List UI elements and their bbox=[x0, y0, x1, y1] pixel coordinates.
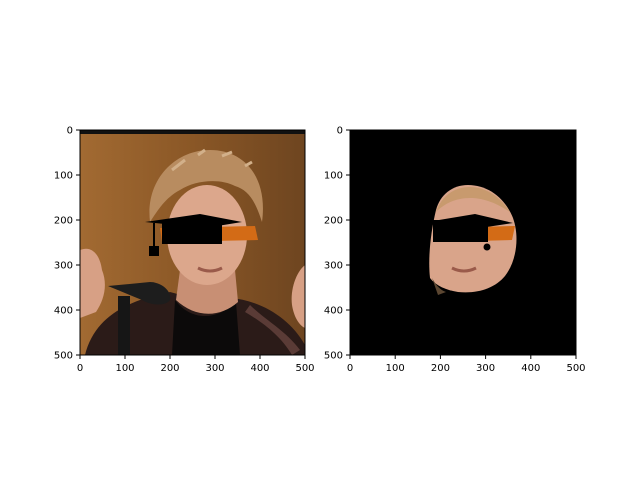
left-y-tick-label: 0 bbox=[67, 126, 73, 137]
right-y-tick-label: 200 bbox=[324, 216, 343, 227]
right-hand bbox=[291, 265, 305, 328]
right-y-tick-label: 400 bbox=[324, 306, 343, 317]
left-x-tick-label: 100 bbox=[115, 363, 134, 374]
cap-tassel bbox=[153, 223, 155, 248]
left-y-tick-label: 400 bbox=[54, 306, 73, 317]
left-y-tick-label: 200 bbox=[54, 216, 73, 227]
left-x-tick-label: 200 bbox=[160, 363, 179, 374]
masked-dot bbox=[483, 243, 491, 251]
right-y-tick-label: 500 bbox=[324, 351, 343, 362]
mouth bbox=[197, 266, 223, 273]
right-axes-frame bbox=[349, 129, 577, 356]
cap-tassel-end bbox=[149, 246, 159, 256]
right-x-tick-label: 400 bbox=[521, 363, 540, 374]
black-top bbox=[172, 300, 240, 355]
left-axes-frame bbox=[79, 129, 306, 356]
left-y-tick-label: 100 bbox=[54, 171, 73, 182]
right-x-tick-label: 100 bbox=[386, 363, 405, 374]
left-x-tick-label: 500 bbox=[295, 363, 314, 374]
mic-stand bbox=[118, 296, 130, 355]
left-x-tick-label: 0 bbox=[77, 363, 83, 374]
microphone bbox=[108, 282, 171, 305]
masked-cap-icon bbox=[433, 214, 513, 228]
right-x-tick-label: 0 bbox=[347, 363, 353, 374]
left-x-tick-label: 300 bbox=[205, 363, 224, 374]
eye-censor-bar bbox=[162, 222, 222, 244]
right-y-tick-label: 0 bbox=[337, 126, 343, 137]
left-hand bbox=[80, 248, 105, 318]
right-y-tick-label: 300 bbox=[324, 261, 343, 272]
right-x-tick-label: 300 bbox=[476, 363, 495, 374]
masked-mouth bbox=[451, 266, 477, 273]
right-y-tick-label: 100 bbox=[324, 171, 343, 182]
jacket-highlight bbox=[245, 305, 300, 355]
left-y-tick-label: 300 bbox=[54, 261, 73, 272]
right-x-tick-label: 200 bbox=[431, 363, 450, 374]
hair bbox=[149, 150, 263, 222]
masked-hair bbox=[436, 187, 510, 212]
masked-chin-dark bbox=[432, 278, 446, 295]
hair-streaks bbox=[171, 148, 253, 172]
right-x-tick-label: 500 bbox=[566, 363, 585, 374]
top-black-strip bbox=[80, 130, 305, 134]
ticks-layer: 0 100 200 300 400 500 0 100 200 300 400 500 0 100 200 3… bbox=[54, 126, 586, 375]
left-y-tick-label: 500 bbox=[54, 351, 73, 362]
right-image-panel bbox=[350, 130, 576, 355]
left-image-panel bbox=[80, 130, 305, 355]
left-x-tick-label: 400 bbox=[250, 363, 269, 374]
